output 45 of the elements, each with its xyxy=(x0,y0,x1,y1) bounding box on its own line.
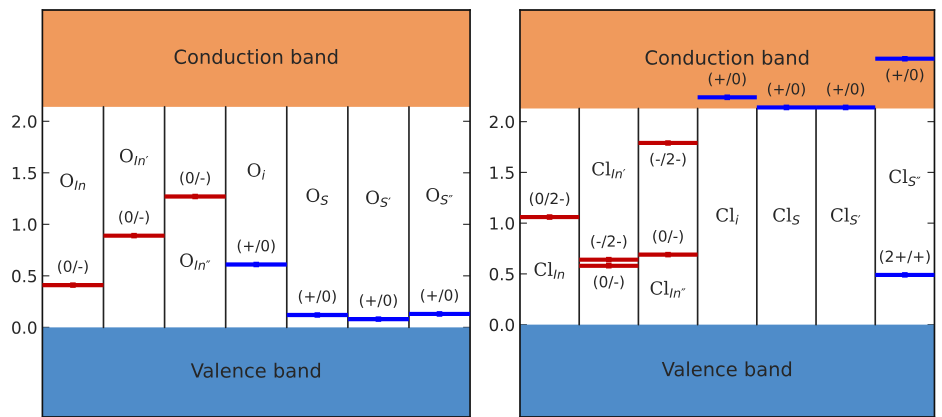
annotation: (+/0) xyxy=(421,289,458,303)
annotation: (-/2-) xyxy=(591,235,626,249)
x-tick-label: O$_{In″}$ xyxy=(180,253,210,270)
y-tick-label: 0.0 xyxy=(12,321,36,334)
x-tick-label: Cl$_{In}$ xyxy=(534,262,564,279)
annotation: (0/-) xyxy=(180,172,210,186)
y-tick-label: 2.0 xyxy=(12,115,36,128)
y-tick-label: 0.0 xyxy=(490,318,514,332)
y-tick-label: 1.5 xyxy=(490,166,514,179)
x-tick-label: Cl$_{S}$ xyxy=(773,208,800,225)
x-tick-label: Cl$_{S′}$ xyxy=(831,208,860,225)
band-label: Valence band xyxy=(190,362,320,378)
x-tick-label: O$_{S}$ xyxy=(306,188,328,205)
annotation: (+/0) xyxy=(298,290,336,304)
x-tick-label: Cl$_{i}$ xyxy=(716,208,739,224)
band-label: Conduction band xyxy=(174,49,338,64)
y-tick-label: 1.0 xyxy=(12,218,36,231)
x-tick-label: Cl$_{S″}$ xyxy=(889,169,921,186)
band-label: Valence band xyxy=(662,361,792,376)
x-tick-label: O$_{In}$ xyxy=(60,174,86,190)
annotation: (0/-) xyxy=(653,230,683,244)
x-tick-label: O$_{In′}$ xyxy=(120,148,148,166)
annotation: (0/-) xyxy=(119,210,149,224)
annotation: (+/0) xyxy=(238,240,275,254)
band-label: Conduction band xyxy=(646,50,808,65)
annotation: (0/2-) xyxy=(530,192,570,206)
annotation: (+/0) xyxy=(708,72,746,86)
x-tick-label: O$_{S′}$ xyxy=(366,190,391,208)
annotation: (2+/+) xyxy=(880,250,930,264)
y-tick-label: 1.0 xyxy=(490,217,514,230)
y-tick-label: 0.5 xyxy=(12,270,36,282)
annotation: (+/0) xyxy=(360,294,397,308)
annotation: (+/0) xyxy=(768,82,805,96)
x-tick-label: Cl$_{In′}$ xyxy=(592,162,626,178)
annotation: (+/0) xyxy=(827,82,864,96)
y-tick-label: 0.5 xyxy=(490,268,514,280)
y-tick-label: 2.0 xyxy=(490,116,514,128)
annotation: (+/0) xyxy=(886,68,924,82)
x-tick-label: Cl$_{In″}$ xyxy=(650,280,686,298)
y-tick-label: 1.5 xyxy=(12,166,36,180)
annotation: (0/-) xyxy=(58,260,88,274)
x-tick-label: O$_{i}$ xyxy=(248,163,266,180)
annotation: (-/2-) xyxy=(650,152,686,166)
x-tick-label: O$_{S″}$ xyxy=(426,188,453,204)
annotation: (0/-) xyxy=(594,276,624,290)
